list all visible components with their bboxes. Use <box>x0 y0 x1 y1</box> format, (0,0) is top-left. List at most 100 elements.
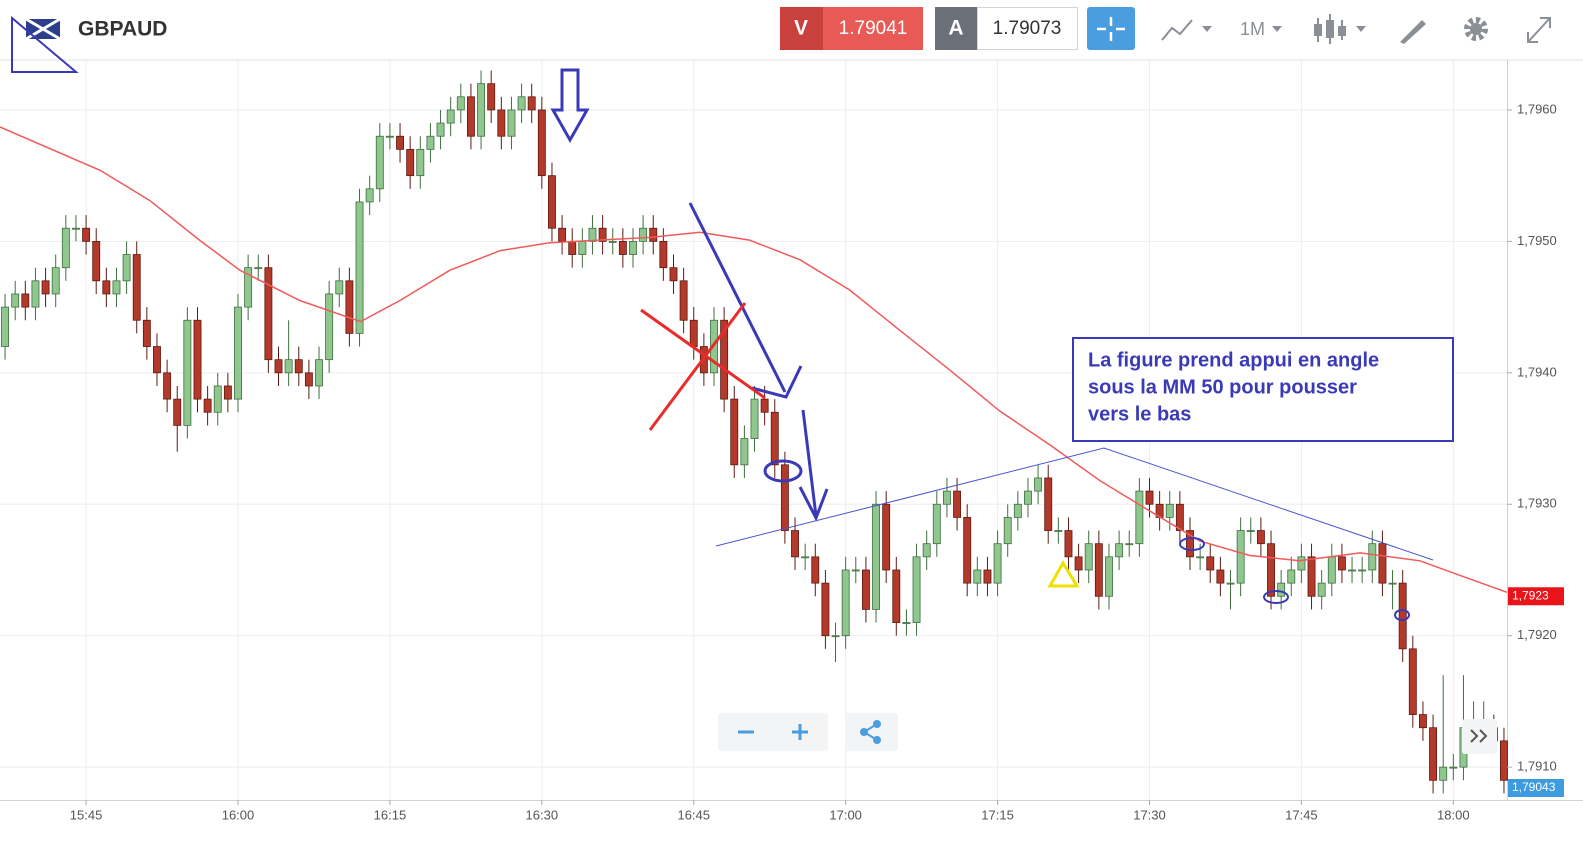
candle-body <box>365 188 374 203</box>
x-tick-label: 17:15 <box>981 807 1014 822</box>
crosshair-button[interactable] <box>1087 7 1135 50</box>
candle-body <box>659 240 668 269</box>
candle-body <box>639 227 648 242</box>
hollow-arrow <box>550 68 590 144</box>
candle-body <box>1418 714 1427 729</box>
candle-body <box>193 319 202 400</box>
candle-body <box>1267 543 1275 597</box>
share-dot <box>873 736 881 744</box>
candle-body <box>1216 569 1225 584</box>
candle-body <box>1256 530 1265 545</box>
candle-body <box>72 227 80 230</box>
candle-body <box>477 83 486 137</box>
candle-body <box>507 109 516 137</box>
settings-icon[interactable] <box>1464 17 1488 41</box>
candle-body <box>841 569 850 637</box>
candle-body <box>1449 766 1458 769</box>
draw-icon[interactable] <box>1400 20 1426 44</box>
candle-body <box>153 346 161 374</box>
candle-icon-body <box>1326 20 1334 38</box>
candle-body <box>608 240 617 243</box>
candle-body <box>1013 503 1022 518</box>
x-tick-label: 16:45 <box>677 807 710 822</box>
price-tag <box>1508 779 1564 797</box>
candle-body <box>1277 582 1286 597</box>
circle-mark <box>763 459 803 483</box>
candle-body <box>1044 477 1053 531</box>
buy-price: 1.79073 <box>993 18 1062 39</box>
y-tick-label: 1,7920 <box>1517 627 1557 642</box>
candle-body <box>1327 556 1336 584</box>
candle-body <box>629 240 637 255</box>
candle-body <box>1003 517 1012 545</box>
x-tick-label: 16:15 <box>374 807 407 822</box>
sell-price-box[interactable] <box>823 7 923 50</box>
candle-body <box>1287 569 1296 584</box>
zoom-in[interactable] <box>792 724 808 740</box>
zoom-controls <box>718 713 828 751</box>
candle-body <box>821 582 830 637</box>
candle-body <box>1297 556 1306 571</box>
sell-button[interactable] <box>780 7 823 50</box>
x-tick-label: 17:30 <box>1133 807 1166 822</box>
candle-body <box>932 503 941 545</box>
candle-body <box>31 280 40 308</box>
candle-body <box>1368 543 1377 571</box>
plot <box>0 70 1508 794</box>
candle-body <box>385 135 394 138</box>
candle-body <box>1500 740 1508 781</box>
candle-body <box>1034 477 1043 492</box>
candle-body <box>102 280 111 295</box>
chart-type-icon[interactable] <box>1161 19 1193 41</box>
buy-button[interactable] <box>935 7 977 50</box>
caret <box>1202 26 1212 32</box>
candle-body <box>61 227 70 269</box>
circle-mark <box>1394 609 1410 621</box>
share-button[interactable] <box>845 713 898 751</box>
candle-body <box>446 109 455 124</box>
candle-body <box>122 254 131 282</box>
candle-body <box>51 267 60 295</box>
y-tick-label: 1,7910 <box>1517 759 1557 774</box>
candle-body <box>426 135 435 150</box>
candle-body <box>649 227 658 242</box>
price-tag-label: 1,7923 <box>1512 588 1549 602</box>
crosshair-icon <box>1097 17 1125 41</box>
candle-body <box>142 319 151 347</box>
candle-body <box>861 569 870 610</box>
candle-body <box>558 227 567 242</box>
candle-body <box>1135 490 1144 545</box>
candle-body <box>325 293 334 361</box>
candle-icon-body <box>1338 26 1346 36</box>
candle-body <box>132 254 141 321</box>
candle-body <box>92 240 101 282</box>
candle-body <box>416 148 425 177</box>
candle-body <box>203 398 212 413</box>
scroll-button[interactable] <box>1462 719 1497 754</box>
candle-body <box>1064 530 1073 558</box>
candle-body <box>598 227 607 242</box>
y-tick-label: 1,7940 <box>1517 364 1557 379</box>
timeframe[interactable]: 1M <box>1240 19 1265 39</box>
candle-body <box>304 372 313 387</box>
candle-body <box>831 635 840 638</box>
price-tag <box>1508 587 1564 606</box>
caret <box>1272 26 1282 32</box>
annotation-line: vers le bas <box>1088 403 1191 425</box>
fullscreen-icon[interactable] <box>1527 17 1551 43</box>
buy-label: A <box>948 17 963 40</box>
candle-body <box>588 227 597 242</box>
caret <box>1356 26 1366 32</box>
candle-body <box>315 359 323 387</box>
candle-body <box>953 490 962 518</box>
candle-body <box>355 201 364 334</box>
candle-body <box>1105 556 1113 597</box>
candle-body <box>213 385 222 413</box>
candle-body <box>689 319 698 347</box>
candle-body <box>1084 543 1093 571</box>
buy-price-box[interactable] <box>977 7 1078 50</box>
candle-body <box>244 267 253 308</box>
candle-body <box>912 556 921 623</box>
candle-body <box>922 543 931 558</box>
